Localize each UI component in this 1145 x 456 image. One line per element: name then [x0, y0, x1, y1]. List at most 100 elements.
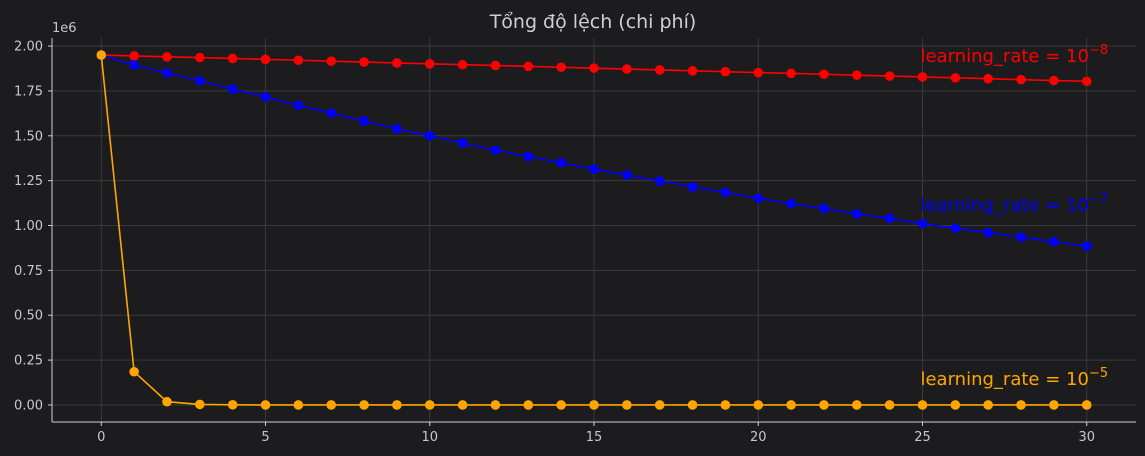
- data-point: [490, 60, 501, 71]
- grid-layer: [52, 38, 1136, 422]
- data-point: [753, 67, 764, 78]
- x-tick-label: 5: [261, 430, 269, 445]
- data-point: [129, 51, 139, 61]
- data-point: [983, 73, 993, 84]
- y-tick-label: 1.25: [14, 174, 43, 189]
- data-point: [326, 108, 337, 118]
- data-point: [1081, 76, 1092, 87]
- data-point: [457, 59, 468, 70]
- y-tick-label: 2.00: [14, 40, 43, 55]
- data-point: [195, 52, 205, 63]
- data-point: [1049, 400, 1059, 410]
- data-point: [753, 400, 764, 410]
- data-point: [622, 64, 632, 74]
- x-tick-label: 15: [586, 430, 603, 445]
- data-point: [720, 187, 731, 198]
- data-point: [424, 400, 435, 410]
- series-annotation: learning_rate = 10−8: [920, 43, 1108, 67]
- data-point: [622, 400, 632, 410]
- data-point: [293, 100, 304, 111]
- data-point: [819, 203, 829, 214]
- data-point: [786, 400, 796, 410]
- data-point: [260, 54, 271, 65]
- data-point: [1016, 232, 1026, 242]
- annotation-exponent: −5: [1089, 366, 1108, 381]
- data-point: [359, 57, 369, 67]
- data-point: [392, 58, 402, 68]
- data-point: [129, 366, 139, 377]
- data-point: [687, 66, 698, 76]
- data-point: [884, 71, 895, 81]
- data-point: [260, 92, 271, 102]
- data-point: [589, 63, 599, 73]
- data-point: [950, 223, 961, 234]
- data-point: [227, 399, 238, 410]
- data-point: [227, 84, 238, 94]
- series-layer: [96, 50, 1092, 410]
- data-point: [950, 400, 961, 410]
- data-point: [293, 55, 304, 66]
- series-group: [96, 50, 1092, 251]
- data-point: [654, 400, 665, 410]
- data-point: [983, 227, 993, 238]
- data-point: [654, 176, 665, 186]
- data-point: [392, 400, 402, 410]
- data-point: [129, 60, 139, 70]
- data-point: [950, 73, 961, 83]
- data-point: [720, 400, 731, 410]
- series-annotation: learning_rate = 10−5: [920, 366, 1108, 390]
- data-point: [917, 218, 928, 229]
- series-annotation: learning_rate = 10−7: [920, 192, 1108, 216]
- y-tick-label: 1.00: [14, 219, 43, 234]
- data-point: [786, 198, 796, 209]
- data-point: [851, 209, 862, 219]
- data-point: [523, 400, 534, 410]
- data-point: [162, 52, 172, 62]
- series-group: [96, 50, 1092, 410]
- x-tick-label: 30: [1078, 430, 1095, 445]
- y-tick-label: 0.50: [14, 309, 43, 324]
- data-point: [1016, 74, 1026, 85]
- data-point: [195, 76, 205, 86]
- data-point: [457, 400, 468, 410]
- data-point: [490, 145, 501, 155]
- axes-layer: 0 5 10 15 20 25 30 0.00 0.25 0.50 0.75 1.00 1.25 1.50…: [14, 38, 1136, 445]
- data-point: [523, 61, 534, 72]
- data-point: [162, 396, 172, 407]
- data-point: [884, 400, 895, 410]
- data-point: [819, 69, 829, 80]
- annotation-base-text: learning_rate = 10: [920, 195, 1088, 216]
- annotation-exponent: −8: [1089, 43, 1108, 58]
- data-point: [851, 70, 862, 80]
- data-point: [917, 400, 928, 410]
- y-tick-label: 0.25: [14, 354, 43, 369]
- data-point: [359, 116, 369, 126]
- data-point: [260, 400, 271, 410]
- data-point: [556, 400, 566, 410]
- data-point: [1049, 75, 1059, 86]
- data-point: [293, 400, 304, 410]
- y-tick-label: 1.75: [14, 84, 43, 99]
- data-point: [753, 193, 764, 204]
- data-point: [96, 50, 107, 60]
- data-point: [654, 65, 665, 75]
- annotation-base-text: learning_rate = 10: [920, 369, 1088, 390]
- data-point: [720, 66, 731, 77]
- data-point: [1081, 400, 1092, 410]
- data-point: [359, 400, 369, 410]
- data-point: [195, 399, 205, 410]
- x-tick-label: 10: [421, 430, 438, 445]
- annotation-exponent: −7: [1089, 192, 1108, 207]
- data-point: [424, 59, 435, 69]
- y-tick-label: 0.00: [14, 398, 43, 413]
- data-point: [589, 164, 599, 174]
- data-point: [687, 182, 698, 192]
- data-point: [326, 400, 337, 410]
- x-tick-label: 25: [914, 430, 931, 445]
- data-point: [1016, 400, 1026, 410]
- data-point: [490, 400, 501, 410]
- data-point: [819, 400, 829, 410]
